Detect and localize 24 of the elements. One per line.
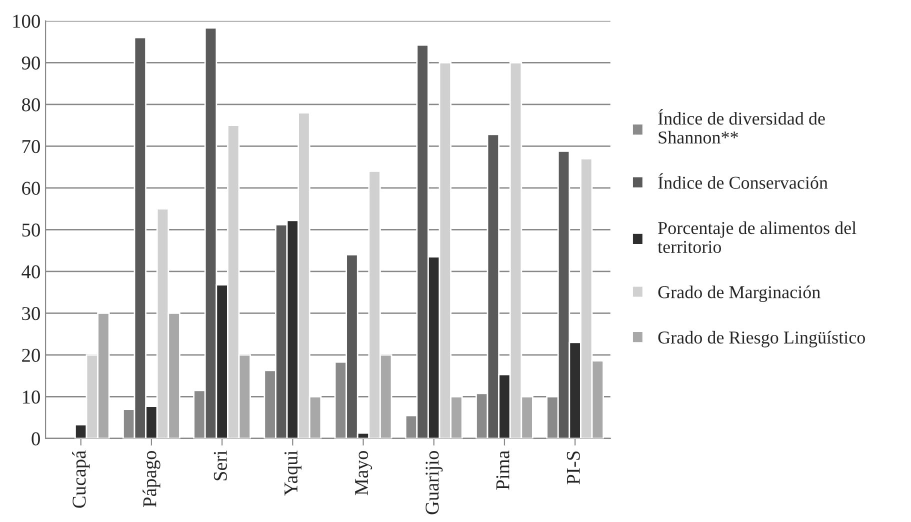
x-tick-label: Mayo [355,451,372,496]
y-tick-label: 50 [22,223,40,237]
x-tick-label: Cucapá [72,450,90,508]
y-tick-label: 30 [22,307,40,320]
y-tick-label: 60 [22,182,40,195]
y-tick-label: 70 [22,140,40,154]
legend-label: Índice de diversidad de Shannon** [658,109,825,144]
legend-label: Grado de Riesgo Lingüístico [658,330,865,348]
x-tick-label: Pima [496,450,510,490]
x-tick-label: Yaqui [284,450,302,496]
y-tick-label: 100 [13,14,40,28]
legend-label: Porcentaje de alimentos del territorio [658,221,856,254]
x-tick-label: Seri [214,450,227,480]
legend-label: Grado de Marginación [658,286,820,302]
x-tick-label: PI-S [566,451,580,484]
legend-label: Índice de Conservación [658,173,828,189]
x-tick-label: Guarijio [426,451,443,514]
y-tick-label: 20 [22,348,40,362]
x-tick-label: Pápago [142,451,160,507]
y-tick-label: 10 [22,390,40,404]
y-tick-label: 0 [32,432,40,446]
y-tick-label: 90 [22,56,40,70]
y-tick-label: 40 [22,265,40,278]
y-tick-label: 80 [22,98,40,112]
